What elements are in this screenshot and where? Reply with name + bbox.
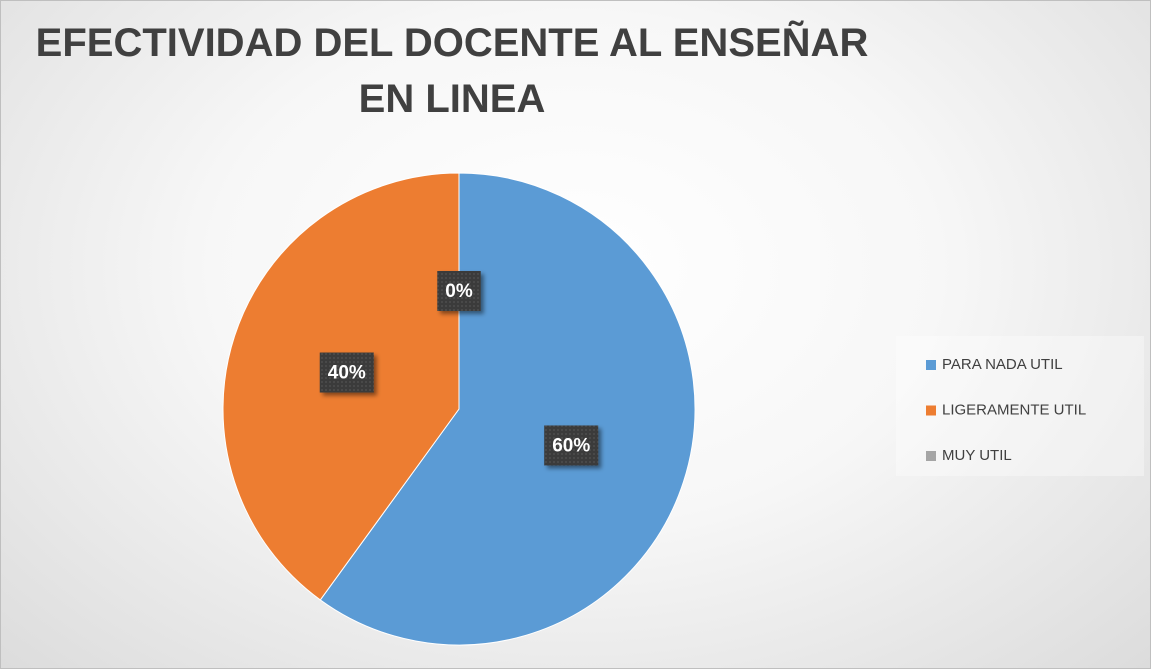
- legend-box: [896, 336, 1144, 476]
- data-label-text: 40%: [328, 363, 366, 384]
- data-label-box: [319, 352, 374, 393]
- data-label: 40%: [319, 352, 374, 393]
- data-label: 0%: [437, 271, 481, 311]
- legend-label: LIGERAMENTE UTIL: [942, 401, 1086, 418]
- legend-label: PARA NADA UTIL: [942, 356, 1063, 373]
- legend-swatch: [926, 405, 936, 416]
- legend-swatch: [926, 451, 936, 461]
- legend-label: MUY UTIL: [942, 447, 1012, 464]
- pie-slice: [319, 172, 696, 646]
- data-label: 60%: [544, 425, 599, 466]
- data-label-text: 0%: [445, 281, 473, 302]
- data-label-box: [544, 425, 599, 466]
- data-label-box: [437, 271, 481, 311]
- chart-title: EFECTIVIDAD DEL DOCENTE AL ENSEÑAR EN LI…: [35, 21, 869, 121]
- legend-swatch: [926, 360, 936, 370]
- data-label-text: 60%: [552, 435, 590, 456]
